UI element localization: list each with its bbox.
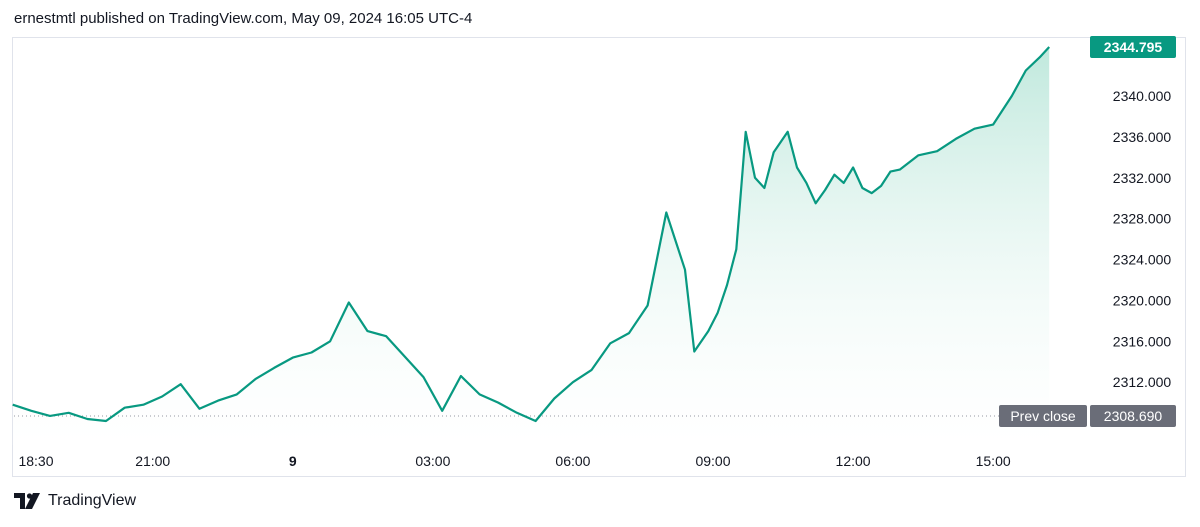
y-tick-label: 2316.000: [1113, 333, 1172, 349]
last-price-badge: [1090, 36, 1176, 58]
price-chart[interactable]: 2312.000 2316.000 2320.000 2324.000 2328.000…: [0, 0, 1200, 480]
x-tick-label: 18:30: [18, 453, 53, 469]
publisher-caption: ernestmtl published on TradingView.com, …: [14, 10, 473, 27]
y-tick-label: 2312.000: [1113, 374, 1172, 390]
y-tick-label: 2320.000: [1113, 292, 1172, 308]
x-tick-label: 09:00: [695, 453, 730, 469]
y-tick-label: 2332.000: [1113, 170, 1172, 186]
y-tick-label: 2340.000: [1113, 88, 1172, 104]
chart-frame: [12, 37, 1186, 477]
prev-close-label: Prev close: [1010, 408, 1076, 424]
x-tick-label: 21:00: [135, 453, 170, 469]
price-area-fill: [12, 47, 1050, 445]
y-tick-label: 2336.000: [1113, 129, 1172, 145]
prev-close-value: 2308.690: [1104, 408, 1163, 424]
x-tick-label: 15:00: [976, 453, 1011, 469]
prev-close-badge: [999, 405, 1087, 427]
x-tick-label: 06:00: [555, 453, 590, 469]
y-tick-label: 2324.000: [1113, 252, 1172, 268]
last-price-label: 2344.795: [1104, 39, 1163, 55]
price-line[interactable]: [12, 46, 1051, 423]
x-tick-label: 12:00: [836, 453, 871, 469]
y-tick-label: 2328.000: [1113, 211, 1172, 227]
x-tick-label: 03:00: [415, 453, 450, 469]
tradingview-brand: TradingView: [48, 492, 137, 509]
footer: TradingView: [14, 492, 136, 510]
prev-close-value-badge: [1090, 405, 1176, 427]
x-tick-label: 9: [289, 453, 297, 469]
tradingview-logo-icon: [14, 493, 40, 509]
